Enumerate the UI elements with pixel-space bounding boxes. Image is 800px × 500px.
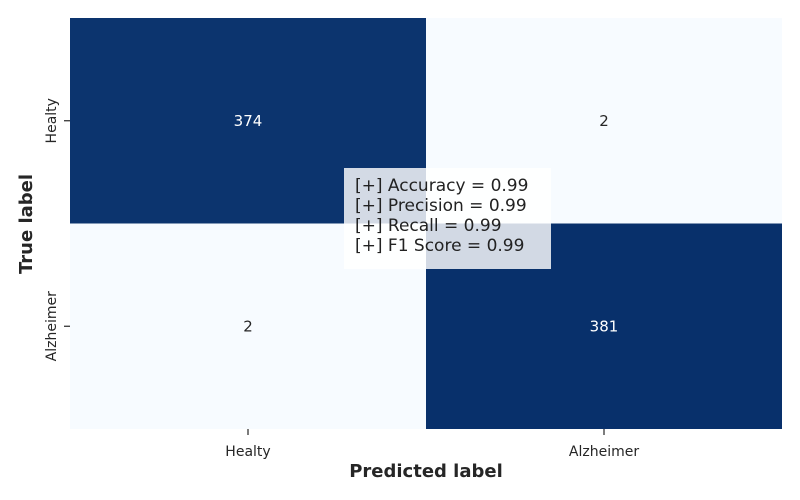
cell-value-label-0-1: 2 (599, 112, 609, 130)
cell-value-label-1-1: 381 (590, 317, 619, 335)
precision-metric: [+] Precision = 0.99 (355, 196, 527, 216)
y-tick-label-0: Healty (44, 98, 60, 143)
cell-value-label-0-0: 374 (234, 112, 263, 130)
cell-value-labels: 374 2 2 381 (234, 112, 619, 336)
accuracy-metric: [+] Accuracy = 0.99 (355, 176, 529, 196)
heatmap-cells (70, 18, 782, 429)
cell-value-label-1-0: 2 (243, 317, 253, 335)
y-axis-title: True label (16, 174, 37, 274)
x-tick-label-0: Healty (225, 444, 270, 460)
y-axis-ticks: Healty Alzheimer (44, 98, 70, 361)
x-tick-label-1: Alzheimer (569, 444, 639, 460)
f1-score-metric: [+] F1 Score = 0.99 (355, 236, 525, 256)
metrics-box: [+] Accuracy = 0.99 [+] Precision = 0.99… (344, 168, 551, 269)
x-axis-ticks: Healty Alzheimer (225, 429, 639, 460)
y-tick-label-1: Alzheimer (44, 291, 60, 361)
recall-metric: [+] Recall = 0.99 (355, 216, 502, 236)
x-axis-title: Predicted label (349, 461, 503, 482)
